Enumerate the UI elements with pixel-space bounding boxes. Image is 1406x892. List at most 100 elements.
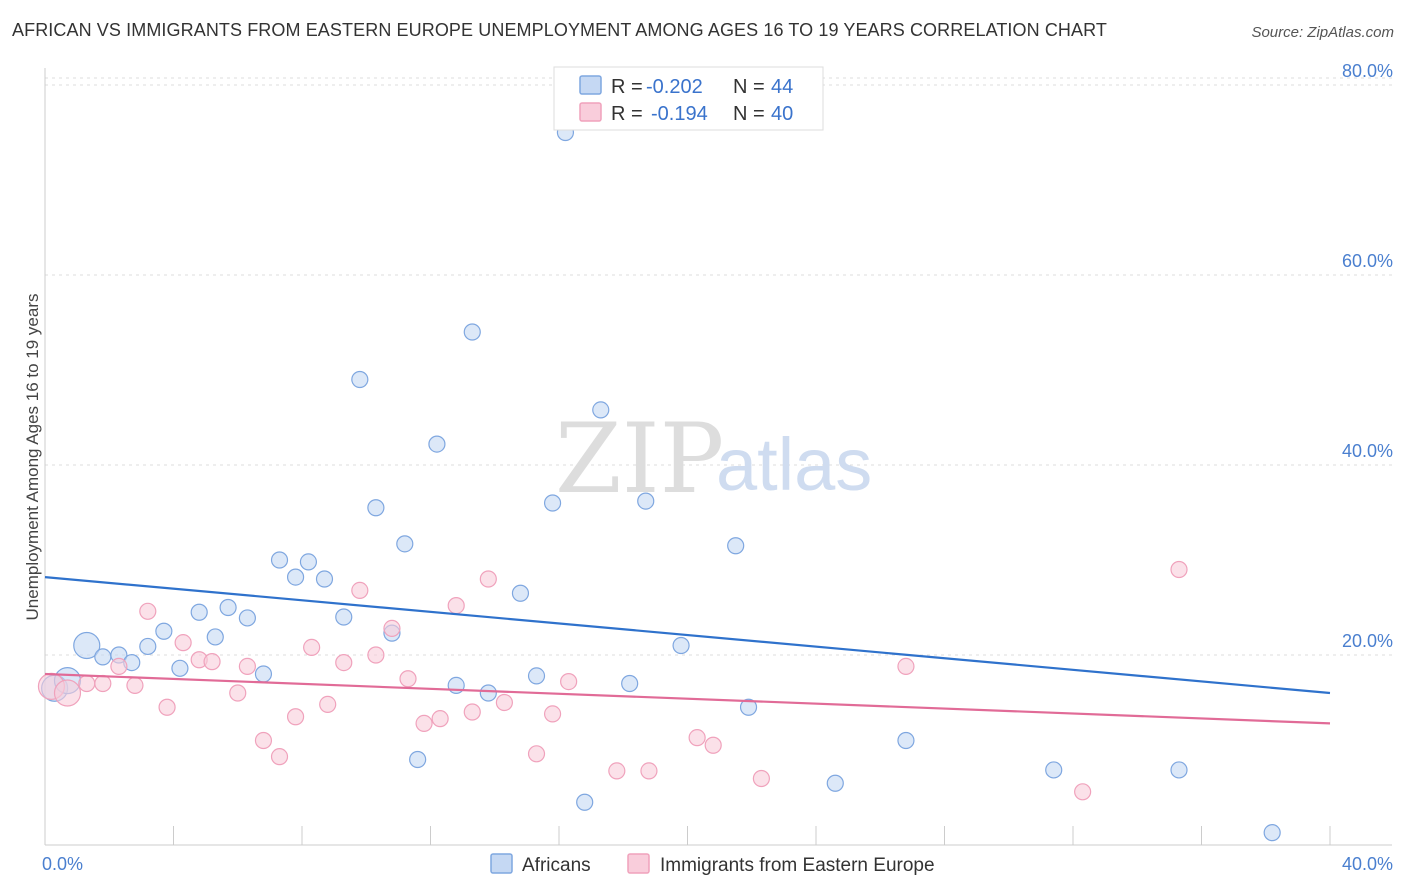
tick-labels: 20.0% 40.0% 60.0% 80.0% 0.0% 40.0%	[42, 61, 1393, 874]
eastern-europe-point-38	[1074, 783, 1092, 801]
legend-n-label-1: N =	[733, 76, 765, 98]
eastern-europe-point-29	[527, 745, 546, 763]
eastern-europe-point-23	[415, 714, 433, 733]
africans-point-32	[576, 793, 594, 811]
source-credit: Source: ZipAtlas.com	[1251, 24, 1394, 41]
series-legend-label-eastern-europe: Immigrants from Eastern Europe	[660, 855, 935, 876]
stats-legend: R = -0.202 N = 44 R = -0.194 N = 40	[553, 66, 824, 131]
y-tick-label-80: 80.0%	[1342, 61, 1393, 81]
africans-point-39	[826, 774, 844, 792]
africans-point-40	[897, 731, 915, 750]
eastern-europe-point-32	[608, 762, 626, 780]
y-axis-title: Unemployment Among Ages 16 to 19 years	[23, 294, 42, 621]
eastern-europe-point-1	[53, 679, 82, 707]
legend-n-label-2: N =	[733, 103, 765, 125]
africans-point-20	[367, 499, 385, 517]
africans-point-33	[592, 401, 610, 419]
africans-point-18	[335, 608, 353, 626]
africans-point-27	[479, 684, 497, 702]
africans-point-36	[672, 636, 690, 655]
legend-n-value-1: 44	[771, 76, 793, 98]
eastern-europe-point-5	[126, 676, 144, 695]
legend-swatch-africans	[579, 75, 602, 95]
eastern-europe-point-33	[640, 762, 658, 780]
y-tick-label-40: 40.0%	[1342, 441, 1393, 461]
africans-point-42	[1170, 761, 1188, 779]
eastern-europe-point-28	[495, 693, 513, 712]
series-legend-label-africans: Africans	[522, 855, 591, 876]
watermark: ZIP atlas	[555, 403, 872, 515]
eastern-europe-point-10	[203, 653, 221, 671]
eastern-europe-point-37	[897, 657, 915, 676]
axes	[44, 68, 1392, 846]
trend-line-africans	[44, 576, 1331, 695]
eastern-europe-point-20	[367, 646, 385, 664]
africans-point-37	[727, 537, 745, 555]
africans-point-13	[254, 665, 273, 683]
y-tick-label-60: 60.0%	[1342, 251, 1393, 271]
legend-n-value-2: 40	[771, 103, 793, 125]
africans-point-6	[139, 637, 157, 656]
eastern-europe-point-15	[286, 708, 305, 726]
series-legend-swatch-africans	[490, 853, 513, 874]
chart-title: AFRICAN VS IMMIGRANTS FROM EASTERN EUROP…	[12, 20, 1108, 40]
eastern-europe-point-34	[688, 729, 706, 747]
africans-point-9	[190, 603, 208, 621]
eastern-europe-point-36	[752, 769, 770, 788]
africans-point-19	[351, 370, 369, 389]
africans-point-26	[463, 323, 481, 341]
eastern-europe-point-12	[238, 657, 256, 676]
africans-point-43	[1263, 824, 1281, 842]
eastern-europe-point-4	[110, 657, 128, 676]
trend-line-eastern-europe	[44, 672, 1331, 725]
eastern-europe-point-17	[319, 695, 337, 714]
eastern-europe-point-22	[399, 670, 417, 688]
africans-point-2	[73, 631, 101, 660]
legend-r-label-2: R =	[611, 103, 643, 125]
eastern-europe-point-7	[158, 698, 176, 716]
africans-point-29	[527, 667, 546, 685]
eastern-europe-point-14	[270, 748, 289, 766]
eastern-europe-point-25	[447, 596, 465, 615]
africans-point-10	[206, 628, 224, 646]
africans-point-41	[1045, 761, 1063, 779]
legend-r-label-1: R =	[611, 76, 643, 98]
x-tick-label-min: 0.0%	[42, 854, 83, 874]
eastern-europe-point-16	[303, 638, 321, 657]
eastern-europe-point-13	[254, 731, 273, 750]
africans-point-11	[219, 598, 237, 617]
africans-point-24	[428, 435, 446, 453]
africans-point-8	[171, 659, 189, 677]
africans-point-23	[409, 750, 427, 769]
x-tick-label-max: 40.0%	[1342, 854, 1393, 874]
legend-r-value-1: -0.202	[646, 76, 703, 98]
gridlines	[45, 77, 1392, 656]
eastern-europe-point-2	[78, 674, 96, 693]
watermark-atlas: atlas	[716, 423, 872, 506]
eastern-europe-point-39	[1170, 560, 1188, 579]
eastern-europe-point-21	[383, 619, 401, 638]
africans-point-16	[299, 553, 318, 571]
africans-point-34	[621, 674, 639, 693]
series-legend-swatch-eastern-europe	[627, 853, 650, 874]
eastern-europe-point-24	[431, 710, 449, 728]
trend-lines	[44, 576, 1331, 725]
eastern-europe-point-11	[229, 684, 247, 702]
eastern-europe-point-30	[543, 705, 562, 723]
eastern-europe-point-27	[479, 570, 497, 588]
eastern-europe-point-6	[139, 602, 157, 620]
eastern-europe-point-26	[463, 703, 481, 721]
africans-point-22	[396, 535, 414, 553]
eastern-europe-point-18	[335, 653, 353, 672]
y-tick-label-20: 20.0%	[1342, 631, 1393, 651]
africans-point-35	[637, 492, 655, 510]
africans-point-15	[286, 568, 305, 586]
eastern-europe-point-19	[351, 581, 369, 600]
africans-point-7	[155, 622, 173, 640]
eastern-europe-point-3	[94, 674, 112, 693]
africans-point-38	[739, 698, 758, 716]
africans-point-12	[238, 609, 256, 627]
series-legend: Africans Immigrants from Eastern Europe	[490, 853, 935, 876]
eastern-europe-point-8	[174, 634, 192, 652]
